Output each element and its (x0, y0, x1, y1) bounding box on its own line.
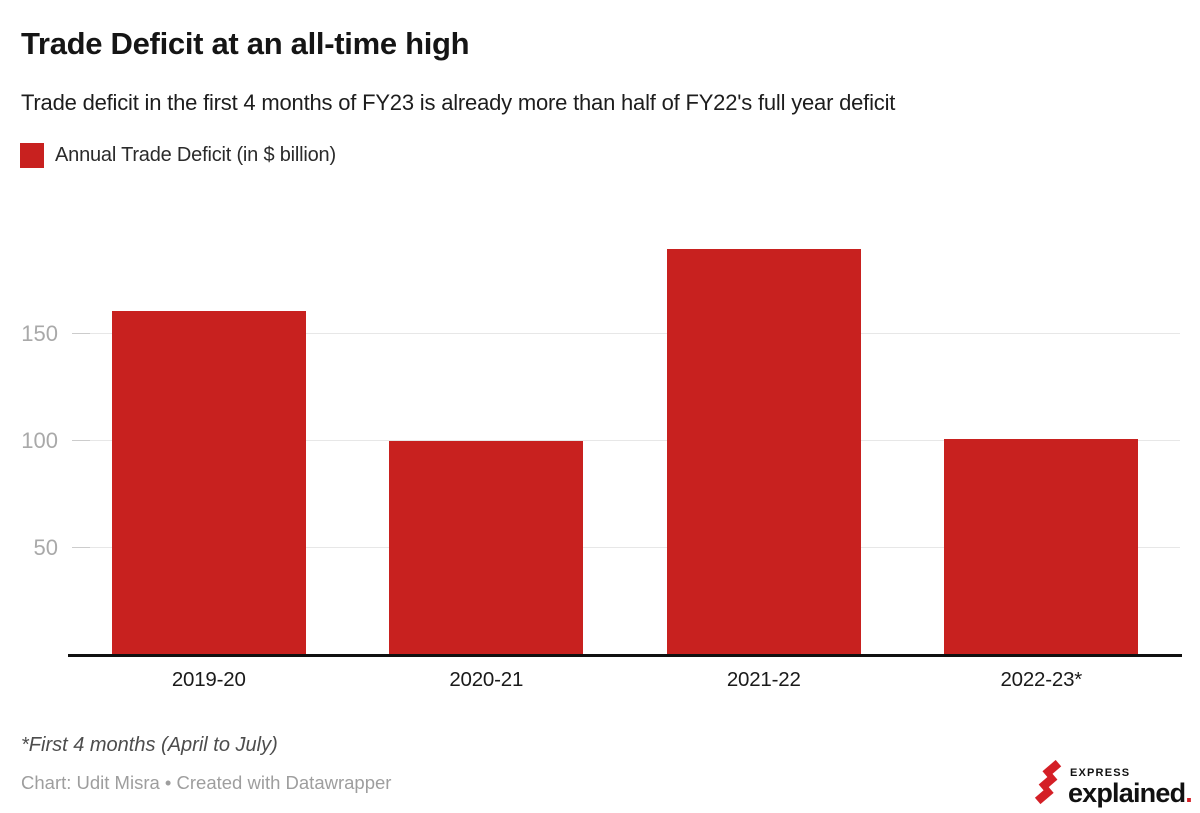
x-axis-tick-label: 2019-20 (171, 668, 246, 691)
page-title: Trade Deficit at an all-time high (21, 26, 470, 61)
bar-slot (625, 210, 903, 655)
x-axis-tick-label: 2020-21 (449, 668, 524, 691)
bar-slot (903, 210, 1181, 655)
logo-express-text: EXPRESS (1069, 767, 1131, 779)
bar-slot (348, 210, 626, 655)
bar-2019-20 (111, 310, 306, 655)
page-subtitle: Trade deficit in the first 4 months of F… (21, 90, 896, 115)
y-axis: 50 100 150 (0, 210, 58, 655)
legend: Annual Trade Deficit (in $ billion) (20, 143, 336, 168)
gridline (72, 440, 1180, 442)
x-axis-tick-label: 2022-23* (1000, 668, 1083, 691)
legend-label: Annual Trade Deficit (in $ billion) (55, 144, 336, 166)
legend-swatch (20, 143, 44, 168)
x-axis: 2019-20 2020-21 2021-22 2022-23* (70, 668, 1180, 692)
x-axis-tick-label: 2021-22 (726, 668, 801, 691)
y-axis-tick-label: 50 (33, 535, 58, 561)
y-axis-tick-label: 150 (21, 321, 58, 347)
logo-explained-text: explained. (1067, 778, 1193, 808)
bar-2021-22 (666, 248, 861, 655)
logo-red-dot: . (1185, 778, 1192, 808)
gridline (72, 333, 1180, 335)
x-axis-line (68, 654, 1182, 657)
footnote: *First 4 months (April to July) (21, 734, 278, 756)
bar-2020-21 (389, 441, 584, 655)
credit-line: Chart: Udit Misra • Created with Datawra… (21, 772, 392, 793)
logo-text: EXPRESS explained. (1067, 767, 1193, 808)
express-slashes-icon (1034, 760, 1062, 805)
gridline (72, 547, 1180, 549)
express-explained-logo: EXPRESS explained. (1032, 760, 1193, 808)
plot-area (70, 210, 1180, 655)
y-axis-tick-label: 100 (21, 428, 58, 454)
bar-2022-23* (944, 438, 1139, 655)
bar-slot (70, 210, 348, 655)
